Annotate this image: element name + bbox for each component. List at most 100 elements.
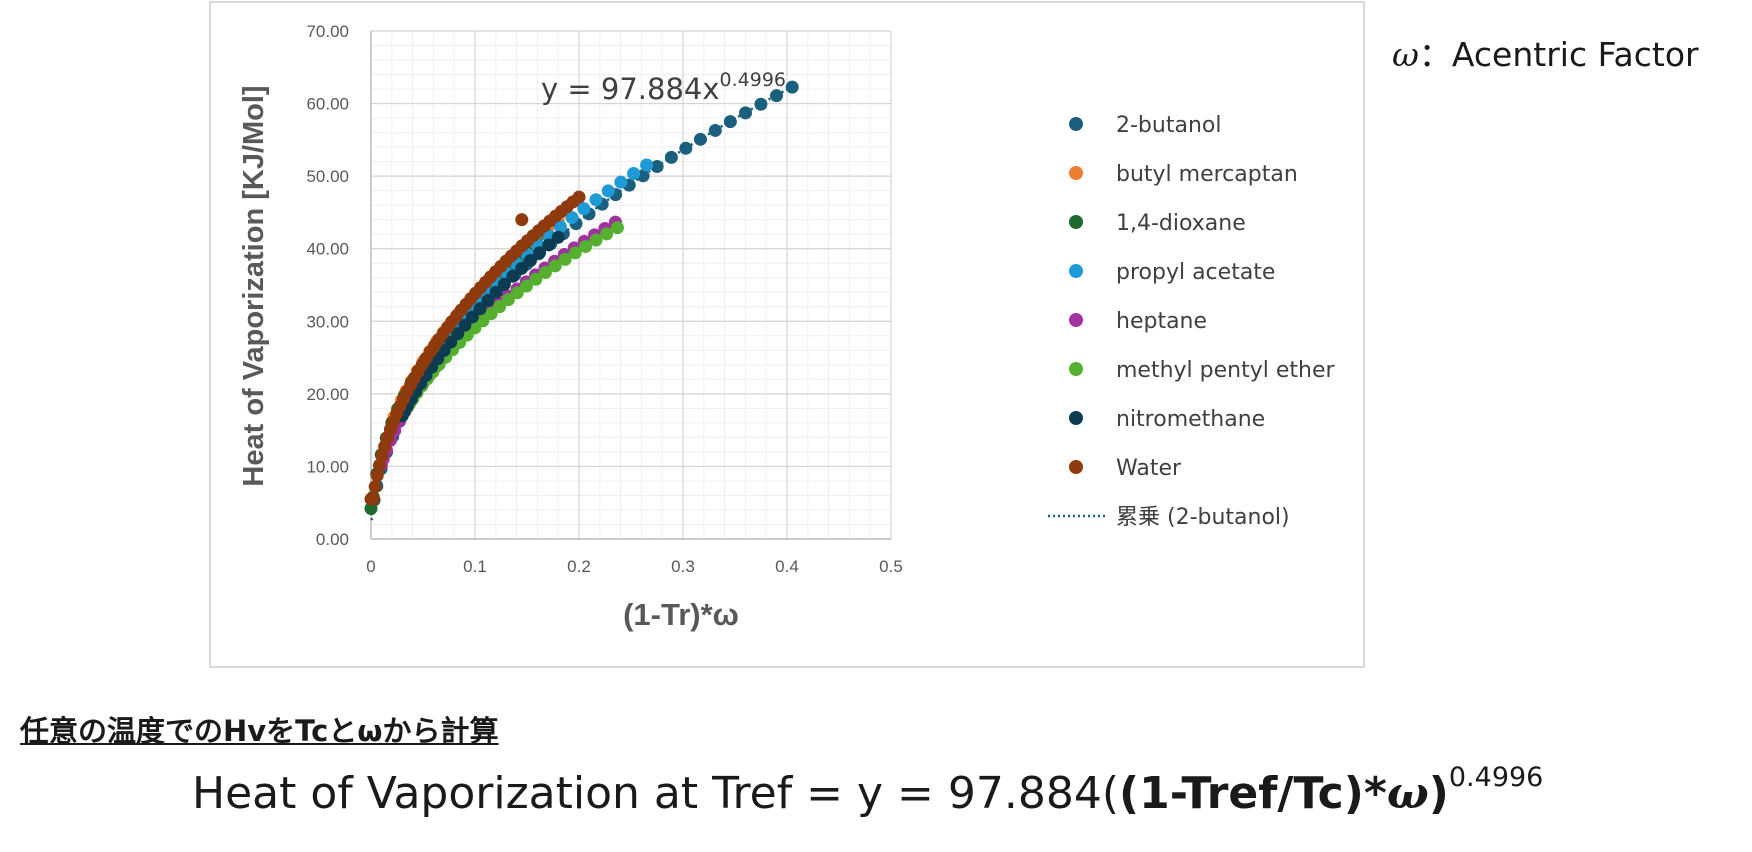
y-tick-label: 20.00 bbox=[306, 385, 349, 404]
data-point bbox=[501, 293, 515, 307]
data-points bbox=[364, 80, 799, 516]
legend-marker bbox=[1069, 313, 1083, 327]
legend-marker bbox=[1069, 166, 1083, 180]
data-point bbox=[589, 233, 603, 247]
trendline-equation: y = 97.884x0.4996 bbox=[541, 69, 786, 106]
legend-marker bbox=[1069, 215, 1083, 229]
data-point bbox=[664, 150, 678, 164]
y-tick-label: 50.00 bbox=[306, 167, 349, 186]
y-tick-label: 30.00 bbox=[306, 312, 349, 331]
data-point bbox=[679, 141, 693, 155]
y-tick-label: 40.00 bbox=[306, 240, 349, 259]
data-point bbox=[533, 246, 547, 260]
data-point bbox=[510, 286, 524, 300]
legend-marker bbox=[1069, 460, 1083, 474]
trendline-equation-exponent: 0.4996 bbox=[720, 69, 786, 91]
formula-prefix: Heat of Vaporization at Tref = y = 97.88… bbox=[192, 768, 1120, 819]
y-tick-label: 60.00 bbox=[306, 95, 349, 114]
y-tick-label: 10.00 bbox=[306, 457, 349, 476]
data-point bbox=[553, 220, 567, 234]
legend-marker bbox=[1069, 117, 1083, 131]
legend-label: butyl mercaptan bbox=[1116, 162, 1298, 187]
x-tick-label: 0.4 bbox=[775, 557, 799, 576]
data-point bbox=[614, 175, 628, 189]
data-point bbox=[572, 190, 586, 204]
data-point bbox=[497, 277, 511, 291]
legend-marker bbox=[1069, 264, 1083, 278]
trendline bbox=[370, 85, 793, 521]
data-point bbox=[506, 269, 520, 283]
y-tick-label: 0.00 bbox=[316, 530, 349, 549]
data-point bbox=[458, 318, 472, 332]
data-point bbox=[515, 213, 529, 227]
y-axis-title: Heat of Vaporization [KJ/Mol] bbox=[238, 85, 270, 486]
formula-close: ) bbox=[1428, 768, 1449, 819]
legend-label: heptane bbox=[1116, 309, 1207, 334]
data-point bbox=[565, 211, 579, 225]
data-point bbox=[366, 492, 380, 506]
data-point bbox=[548, 259, 562, 273]
y-tick-label: 70.00 bbox=[306, 22, 349, 41]
formula-bold-part: (1-Tref/Tc)* bbox=[1119, 768, 1387, 819]
data-point bbox=[769, 89, 783, 103]
data-point bbox=[368, 480, 382, 494]
data-point bbox=[568, 246, 582, 260]
formula-exponent: 0.4996 bbox=[1448, 762, 1544, 793]
series-heptane bbox=[374, 215, 622, 472]
data-point bbox=[601, 184, 615, 198]
data-point bbox=[600, 227, 614, 241]
acentric-factor-note: ω：Acentric Factor bbox=[1392, 28, 1699, 76]
data-point bbox=[481, 294, 495, 308]
x-tick-label: 0.3 bbox=[671, 557, 695, 576]
legend-trendline-label: 累乗 (2-butanol) bbox=[1116, 505, 1290, 530]
data-point bbox=[489, 285, 503, 299]
data-point bbox=[627, 167, 641, 181]
legend-label: 2-butanol bbox=[1116, 113, 1221, 138]
data-point bbox=[370, 469, 384, 483]
x-tick-label: 0.2 bbox=[567, 557, 591, 576]
data-point bbox=[473, 302, 487, 316]
data-point bbox=[723, 115, 737, 129]
series-water bbox=[364, 190, 586, 506]
data-point bbox=[693, 132, 707, 146]
formula: Heat of Vaporization at Tref = y = 97.88… bbox=[192, 762, 1543, 819]
data-point bbox=[523, 254, 537, 268]
data-point bbox=[650, 160, 664, 174]
legend-label: 1,4-dioxane bbox=[1116, 211, 1246, 236]
data-point bbox=[785, 80, 799, 94]
legend-label: propyl acetate bbox=[1116, 260, 1275, 285]
data-point bbox=[610, 221, 624, 235]
chart-frame: 0 0.1 0.2 0.3 0.4 0.5 0.00 10.00 20.00 30.00 40.00… bbox=[209, 1, 1365, 668]
data-point bbox=[538, 266, 552, 280]
x-tick-label: 0 bbox=[366, 557, 375, 576]
data-point bbox=[465, 310, 479, 324]
scatter-chart: 0 0.1 0.2 0.3 0.4 0.5 0.00 10.00 20.00 30.00 40.00… bbox=[238, 22, 1335, 632]
x-axis-title: (1-Tr)*ω bbox=[623, 597, 739, 632]
series-2-butanol bbox=[367, 80, 799, 507]
data-point bbox=[739, 106, 753, 120]
legend: 2-butanol butyl mercaptan 1,4-dioxane propy… bbox=[1048, 113, 1335, 530]
grid-lines bbox=[370, 30, 892, 540]
data-point bbox=[640, 158, 654, 172]
legend-label: nitromethane bbox=[1116, 407, 1265, 432]
x-tick-label: 0.1 bbox=[463, 557, 487, 576]
legend-label: Water bbox=[1116, 456, 1182, 481]
data-point bbox=[493, 300, 507, 314]
trendline-equation-base: y = 97.884x bbox=[541, 72, 720, 106]
data-point bbox=[708, 123, 722, 137]
data-point bbox=[542, 238, 556, 252]
x-tick-label: 0.5 bbox=[879, 557, 903, 576]
formula-omega: ω bbox=[1386, 768, 1429, 819]
omega-symbol: ω bbox=[1392, 35, 1419, 74]
data-point bbox=[577, 202, 591, 216]
acentric-factor-text: ：Acentric Factor bbox=[1418, 35, 1699, 74]
section-title: 任意の温度でのHvをTcとωから計算 bbox=[20, 714, 499, 748]
trendline-path bbox=[370, 85, 793, 521]
data-point bbox=[589, 193, 603, 207]
legend-marker bbox=[1069, 362, 1083, 376]
data-point bbox=[515, 261, 529, 275]
legend-label: methyl pentyl ether bbox=[1116, 358, 1335, 383]
tick-labels: 0 0.1 0.2 0.3 0.4 0.5 0.00 10.00 20.00 30.00 40.00… bbox=[306, 22, 902, 576]
data-point bbox=[754, 97, 768, 111]
data-point bbox=[519, 279, 533, 293]
